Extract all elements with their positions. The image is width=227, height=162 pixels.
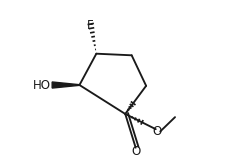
- Text: O: O: [152, 125, 161, 138]
- Text: O: O: [131, 145, 140, 158]
- Polygon shape: [52, 82, 79, 88]
- Text: F: F: [86, 19, 93, 32]
- Text: HO: HO: [33, 79, 51, 92]
